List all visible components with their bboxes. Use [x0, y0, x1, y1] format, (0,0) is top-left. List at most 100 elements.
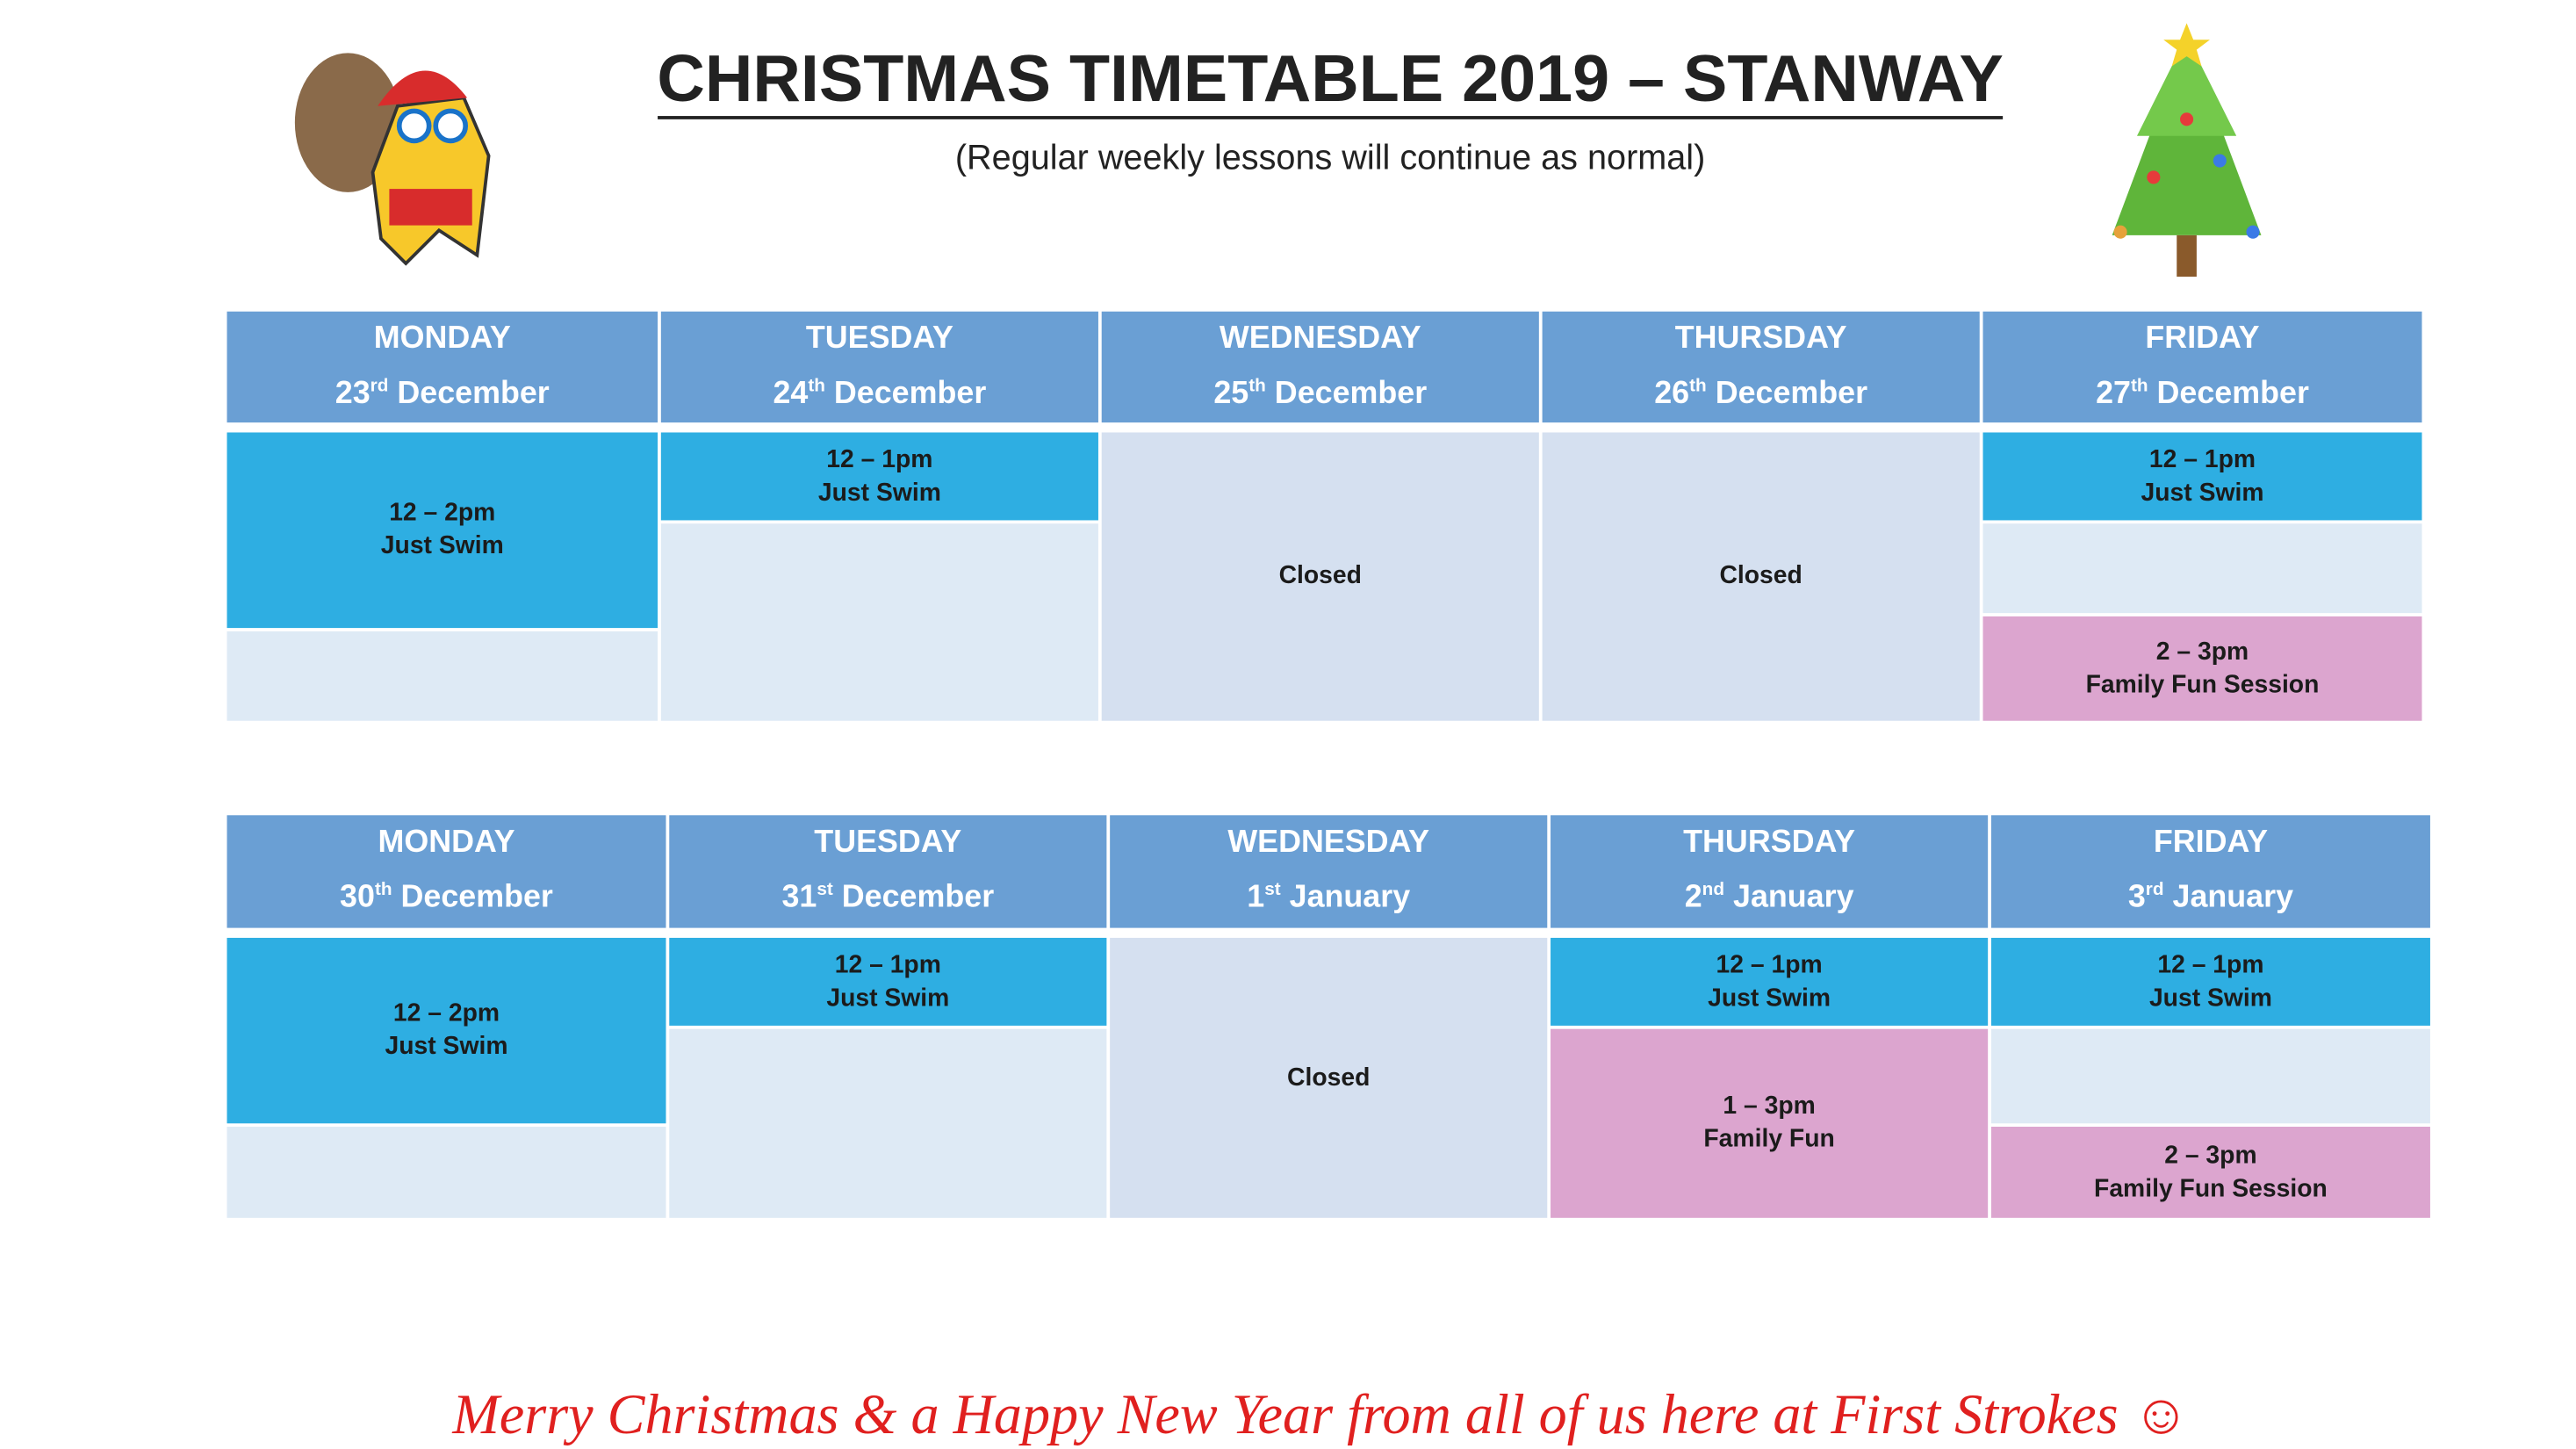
date-month: January — [1289, 881, 1411, 916]
day-date: 1st January — [1247, 867, 1410, 922]
footer: Merry Christmas & a Happy New Year from … — [452, 1385, 2191, 1447]
date-number: 2 — [1684, 881, 1702, 916]
session-cell: 12 – 2pm Just Swim — [227, 937, 666, 1124]
date-suffix: th — [2130, 375, 2148, 396]
day-name: MONDAY — [378, 825, 515, 861]
session-text: 12 – 1pm — [1716, 950, 1823, 979]
date-number: 3 — [2127, 881, 2146, 916]
date-suffix: rd — [2145, 880, 2164, 901]
day-header: THURSDAY 2nd January — [1551, 815, 1989, 928]
session-text: Just Swim — [2141, 478, 2264, 507]
session-text: Just Swim — [2148, 983, 2272, 1012]
empty-slot — [660, 523, 1098, 721]
session-text: Just Swim — [385, 1032, 508, 1061]
session-text: Just Swim — [380, 531, 504, 560]
title: CHRISTMAS TIMETABLE 2019 – STANWAY — [657, 43, 2004, 119]
session-text: 2 – 3pm — [2164, 1141, 2257, 1170]
date-number: 25 — [1213, 376, 1249, 412]
date-suffix: th — [1248, 375, 1266, 396]
day-name: TUESDAY — [814, 825, 962, 861]
session-text: 12 – 1pm — [2157, 950, 2264, 979]
day-date: 27th December — [2096, 363, 2309, 418]
date-number: 31 — [781, 881, 817, 916]
session-text: 1 – 3pm — [1723, 1092, 1816, 1121]
empty-slot — [1982, 523, 2422, 614]
date-suffix: nd — [1702, 880, 1725, 901]
space — [1724, 881, 1733, 916]
session-cell: 12 – 1pm Just Swim — [669, 937, 1107, 1026]
mascot — [294, 53, 491, 266]
session-cell: 1 – 3pm Family Fun — [1551, 1028, 1989, 1218]
date-number: 27 — [2096, 376, 2131, 412]
session-cell: 12 – 1pm Just Swim — [660, 432, 1098, 521]
date-number: 23 — [335, 376, 371, 412]
date-suffix: st — [817, 880, 833, 901]
day-name: FRIDAY — [2153, 825, 2268, 861]
space — [833, 881, 842, 916]
session-cell: 12 – 1pm Just Swim — [1551, 937, 1989, 1026]
day-header: WEDNESDAY 25th December — [1101, 311, 1539, 423]
session-cell: 2 – 3pm Family Fun Session — [1982, 616, 2422, 721]
day-name: WEDNESDAY — [1227, 825, 1430, 861]
date-month: December — [400, 881, 553, 916]
session-cell: Closed — [1101, 432, 1539, 721]
empty-slot — [1990, 1028, 2430, 1124]
date-suffix: th — [808, 375, 825, 396]
session-cell: Closed — [1110, 937, 1548, 1218]
day-date: 24th December — [773, 363, 986, 418]
date-number: 1 — [1247, 881, 1265, 916]
date-number: 24 — [773, 376, 809, 412]
session-text: Just Swim — [817, 478, 941, 507]
date-month: January — [2172, 881, 2294, 916]
day-header: TUESDAY 31st December — [669, 815, 1107, 928]
session-text: 12 – 2pm — [389, 498, 496, 528]
day-header: FRIDAY 3rd January — [1990, 815, 2430, 928]
session-cell: Closed — [1542, 432, 1980, 721]
empty-slot — [227, 1127, 666, 1218]
date-suffix: st — [1264, 880, 1281, 901]
date-month: December — [833, 376, 987, 412]
day-date: 23rd December — [335, 363, 550, 418]
day-date: 30th December — [340, 867, 553, 922]
date-month: December — [1274, 376, 1428, 412]
session-text: Just Swim — [1708, 983, 1831, 1012]
session-text: Family Fun Session — [2094, 1173, 2328, 1202]
date-suffix: rd — [370, 375, 389, 396]
date-suffix: th — [1689, 375, 1707, 396]
session-text: Family Fun Session — [2085, 670, 2320, 699]
session-text: 12 – 1pm — [2148, 444, 2256, 473]
date-suffix: th — [374, 880, 392, 901]
day-header: MONDAY 30th December — [227, 815, 666, 928]
session-text: Closed — [1287, 1063, 1371, 1092]
space — [388, 377, 397, 412]
session-cell: 2 – 3pm Family Fun Session — [1990, 1127, 2430, 1218]
day-name: TUESDAY — [805, 321, 953, 357]
space — [392, 881, 401, 916]
date-month: January — [1733, 881, 1854, 916]
space — [2148, 377, 2157, 412]
session-text: Closed — [1719, 561, 1802, 590]
date-number: 30 — [340, 881, 375, 916]
session-text: Family Fun — [1703, 1125, 1835, 1154]
title-wrap: CHRISTMAS TIMETABLE 2019 – STANWAY — [0, 43, 2576, 119]
day-header: TUESDAY 24th December — [660, 311, 1098, 423]
date-number: 26 — [1654, 376, 1690, 412]
session-text: Closed — [1278, 561, 1362, 590]
day-header: MONDAY 23rd December — [227, 311, 658, 423]
day-date: 25th December — [1213, 363, 1427, 418]
day-header: FRIDAY 27th December — [1982, 311, 2422, 423]
session-text: 12 – 1pm — [834, 950, 941, 979]
date-month: December — [1715, 376, 1868, 412]
session-cell: 12 – 1pm Just Swim — [1982, 432, 2422, 521]
session-text: 12 – 1pm — [826, 444, 933, 473]
session-text: Just Swim — [826, 983, 950, 1012]
day-name: MONDAY — [373, 321, 511, 357]
empty-slot — [227, 631, 658, 721]
empty-slot — [669, 1028, 1107, 1218]
session-cell: 12 – 2pm Just Swim — [227, 432, 658, 629]
session-cell: 12 – 1pm Just Swim — [1990, 937, 2430, 1026]
subtitle: (Regular weekly lessons will continue as… — [954, 139, 1706, 177]
session-text: 12 – 2pm — [392, 998, 500, 1027]
day-header: WEDNESDAY 1st January — [1110, 815, 1548, 928]
